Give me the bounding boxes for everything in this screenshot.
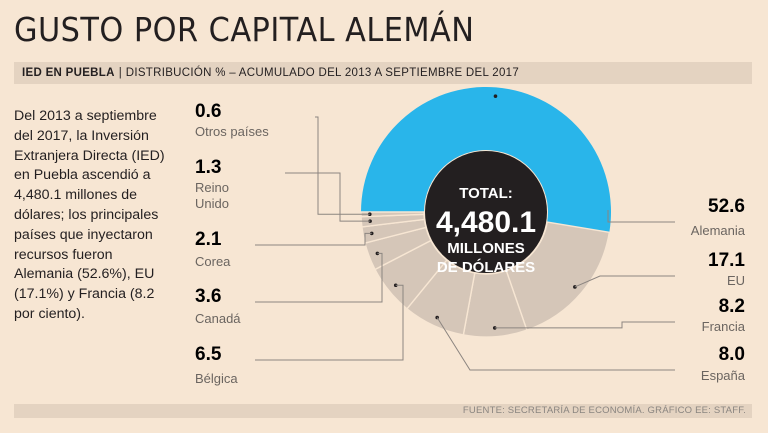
leader-dot-otros-paises: [367, 212, 372, 216]
slice-otros-paises: [360, 211, 425, 218]
category-label-alemania: Alemania: [691, 223, 746, 238]
leader-line-otros-paises: [315, 116, 370, 215]
value-label-corea: 2.1: [195, 229, 222, 250]
leader-dot-eu: [573, 285, 577, 289]
subtitle-separator: |: [118, 67, 122, 79]
center-total-unit-2: DE DÓLARES: [437, 258, 535, 276]
subtitle-text: DISTRIBUCIÓN % – ACUMULADO DEL 2013 A SE…: [125, 67, 520, 79]
leader-line-eu: [574, 275, 675, 288]
category-label-reino-unido-2: Unido: [195, 196, 229, 211]
leader-line-belgica: [255, 284, 404, 361]
leader-line-corea: [255, 232, 372, 246]
page-title: GUSTO POR CAPITAL ALEMÁN: [14, 10, 475, 49]
value-label-belgica: 6.5: [195, 344, 222, 365]
leader-line-espana: [436, 317, 675, 371]
value-label-otros-paises: 0.6: [195, 101, 221, 122]
center-total-label: TOTAL:: [459, 185, 513, 202]
category-label-eu: EU: [727, 273, 745, 288]
category-label-francia: Francia: [702, 319, 746, 334]
source-note: FUENTE: SECRETARÍA DE ECONOMÍA. GRÁFICO …: [462, 405, 746, 416]
slice-alemania: [361, 87, 611, 233]
category-label-corea: Corea: [195, 254, 231, 269]
center-total-value: 4,480.1: [436, 206, 536, 239]
center-total-unit-1: MILLONES: [447, 240, 525, 257]
leader-dot-reino-unido: [368, 219, 372, 223]
leader-line-francia: [494, 321, 675, 329]
leader-line-canada: [255, 252, 383, 303]
leader-line-alemania: [607, 210, 675, 223]
value-label-espana: 8.0: [719, 344, 745, 365]
value-label-eu: 17.1: [708, 250, 745, 271]
category-label-espana: España: [701, 368, 746, 383]
value-label-reino-unido: 1.3: [195, 157, 221, 178]
category-label-reino-unido-1: Reino: [195, 180, 229, 195]
center-circle: [425, 151, 547, 273]
body-text: Del 2013 a septiembre del 2017, la Inver…: [14, 108, 165, 322]
leader-line-reino-unido: [285, 172, 371, 222]
value-label-alemania: 52.6: [708, 196, 745, 217]
value-label-francia: 8.2: [719, 296, 745, 317]
category-label-otros-paises: Otros países: [195, 124, 269, 139]
value-label-canada: 3.6: [195, 286, 221, 307]
leader-dot-corea: [369, 231, 374, 236]
subtitle-bar: IED EN PUEBLA | DISTRIBUCIÓN % – ACUMULADO…: [14, 62, 752, 84]
footer-bar: FUENTE: SECRETARÍA DE ECONOMÍA. GRÁFICO …: [14, 404, 752, 418]
subtitle-tag: IED EN PUEBLA: [22, 67, 115, 79]
category-label-canada: Canadá: [195, 311, 241, 326]
leader-dot-alemania: [493, 94, 498, 98]
category-label-belgica: Bélgica: [195, 371, 238, 386]
